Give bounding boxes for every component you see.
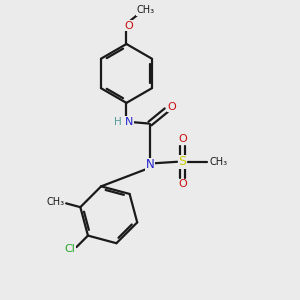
Text: Cl: Cl (65, 244, 76, 254)
Text: CH₃: CH₃ (46, 197, 64, 207)
Text: N: N (146, 158, 154, 171)
Text: S: S (178, 155, 186, 168)
Text: O: O (178, 134, 188, 144)
Text: O: O (178, 179, 188, 190)
Text: N: N (124, 117, 133, 127)
Text: CH₃: CH₃ (209, 157, 228, 167)
Text: O: O (167, 102, 176, 112)
Text: CH₃: CH₃ (136, 5, 154, 15)
Text: H: H (114, 117, 122, 127)
Text: O: O (124, 21, 133, 31)
